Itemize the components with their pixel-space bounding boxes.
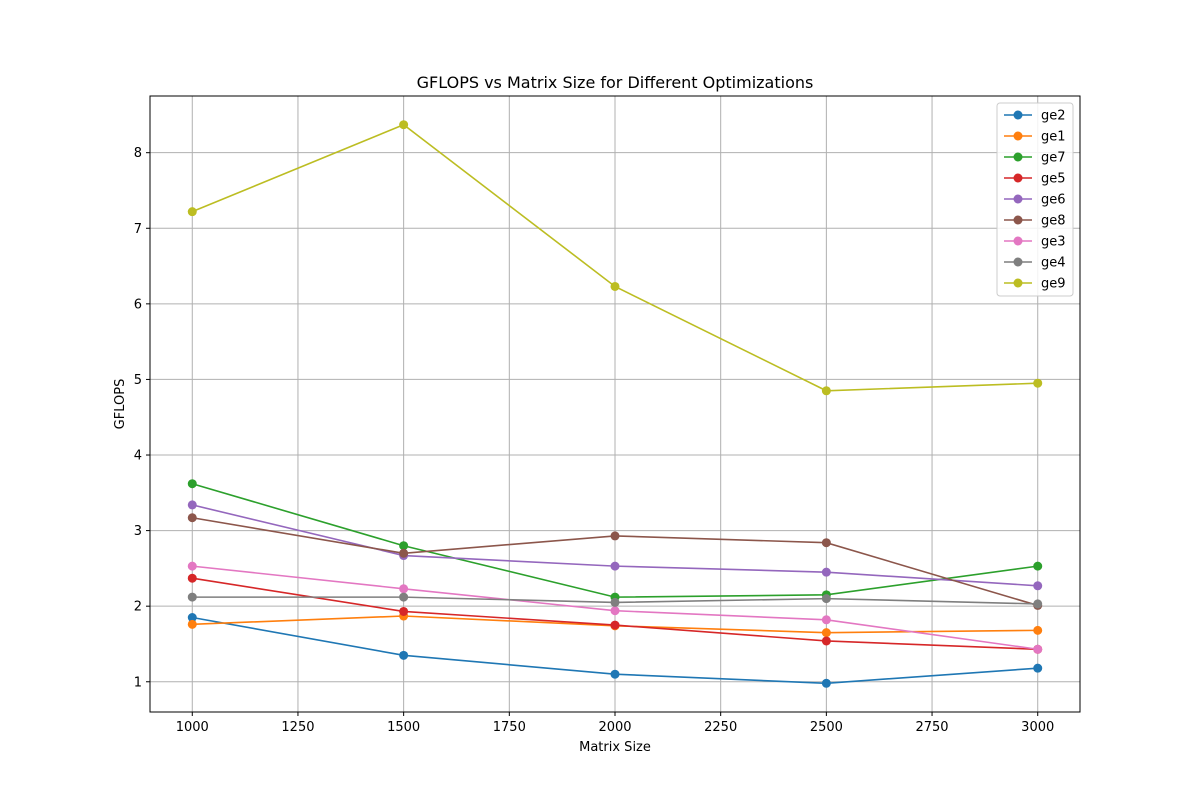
data-point-ge6 — [610, 561, 620, 571]
y-tick-label: 8 — [134, 146, 142, 161]
legend-label-ge4: ge4 — [1041, 256, 1066, 271]
series-lines — [187, 120, 1043, 688]
x-tick-label: 2000 — [598, 720, 631, 735]
data-point-ge5 — [610, 620, 620, 630]
data-point-ge3 — [821, 615, 831, 625]
data-point-ge8 — [187, 513, 197, 523]
legend-marker-ge6 — [1013, 194, 1023, 204]
y-axis-ticks: 1 2 3 4 5 6 7 8 — [134, 146, 150, 690]
legend-marker-ge3 — [1013, 236, 1023, 246]
legend-label-ge3: ge3 — [1041, 235, 1066, 250]
y-tick-label: 3 — [134, 524, 142, 539]
x-tick-label: 1750 — [493, 720, 526, 735]
legend-marker-ge5 — [1013, 173, 1023, 183]
x-tick-label: 2250 — [704, 720, 737, 735]
legend-label-ge1: ge1 — [1041, 130, 1066, 145]
chart-title: GFLOPS vs Matrix Size for Different Opti… — [417, 73, 814, 92]
legend: ge2 ge1 ge7 ge5 ge6 ge8 ge3 ge4 ge9 — [996, 102, 1074, 297]
data-point-ge1 — [1033, 625, 1043, 635]
data-point-ge3 — [399, 584, 409, 594]
y-tick-label: 5 — [134, 373, 142, 388]
data-point-ge8 — [399, 548, 409, 558]
series-ge4 — [187, 592, 1043, 609]
data-point-ge5 — [187, 573, 197, 583]
y-tick-label: 2 — [134, 600, 142, 615]
data-point-ge3 — [610, 606, 620, 616]
data-point-ge2 — [821, 678, 831, 688]
data-point-ge9 — [821, 386, 831, 396]
y-tick-label: 6 — [134, 297, 142, 312]
data-point-ge5 — [399, 606, 409, 616]
data-point-ge6 — [821, 567, 831, 577]
data-point-ge2 — [610, 669, 620, 679]
data-point-ge4 — [187, 592, 197, 602]
x-tick-label: 1250 — [281, 720, 314, 735]
y-tick-label: 4 — [134, 449, 142, 464]
data-point-ge1 — [821, 628, 831, 638]
data-point-ge7 — [1033, 561, 1043, 571]
legend-label-ge8: ge8 — [1041, 214, 1066, 229]
series-ge3 — [187, 561, 1043, 654]
legend-marker-ge2 — [1013, 110, 1023, 120]
data-point-ge3 — [1033, 644, 1043, 654]
series-ge2 — [187, 613, 1043, 688]
legend-box — [996, 102, 1074, 297]
data-point-ge9 — [610, 281, 620, 291]
data-point-ge2 — [1033, 663, 1043, 673]
data-point-ge3 — [187, 561, 197, 571]
data-point-ge4 — [610, 597, 620, 607]
legend-marker-ge7 — [1013, 152, 1023, 162]
data-point-ge1 — [187, 619, 197, 629]
series-ge9 — [187, 120, 1043, 396]
x-tick-label: 2750 — [915, 720, 948, 735]
legend-marker-ge1 — [1013, 131, 1023, 141]
x-axis-ticks: 1000 1250 1500 1750 2000 2250 2500 2750 3000 — [176, 712, 1054, 735]
data-point-ge9 — [187, 207, 197, 217]
data-point-ge4 — [1033, 599, 1043, 609]
x-tick-label: 1000 — [176, 720, 209, 735]
y-tick-label: 1 — [134, 675, 142, 690]
x-axis-label: Matrix Size — [579, 740, 651, 755]
data-point-ge6 — [187, 500, 197, 510]
legend-label-ge5: ge5 — [1041, 172, 1066, 187]
legend-label-ge2: ge2 — [1041, 109, 1066, 124]
legend-marker-ge4 — [1013, 257, 1023, 267]
data-point-ge8 — [821, 538, 831, 548]
data-point-ge2 — [187, 613, 197, 623]
legend-marker-ge8 — [1013, 215, 1023, 225]
data-point-ge7 — [187, 479, 197, 489]
legend-label-ge7: ge7 — [1041, 151, 1066, 166]
data-point-ge5 — [821, 636, 831, 646]
data-point-ge8 — [610, 531, 620, 541]
series-ge7 — [187, 479, 1043, 602]
x-tick-label: 3000 — [1021, 720, 1054, 735]
x-tick-label: 1500 — [387, 720, 420, 735]
data-point-ge6 — [1033, 581, 1043, 591]
x-tick-label: 2500 — [810, 720, 843, 735]
y-tick-label: 7 — [134, 222, 142, 237]
legend-label-ge6: ge6 — [1041, 193, 1066, 208]
data-point-ge4 — [399, 592, 409, 602]
data-point-ge9 — [399, 120, 409, 130]
data-point-ge9 — [1033, 378, 1043, 388]
legend-marker-ge9 — [1013, 278, 1023, 288]
y-axis-label: GFLOPS — [113, 379, 128, 430]
data-point-ge2 — [399, 650, 409, 660]
data-point-ge4 — [821, 594, 831, 604]
data-point-ge7 — [399, 541, 409, 551]
legend-label-ge9: ge9 — [1041, 277, 1066, 292]
